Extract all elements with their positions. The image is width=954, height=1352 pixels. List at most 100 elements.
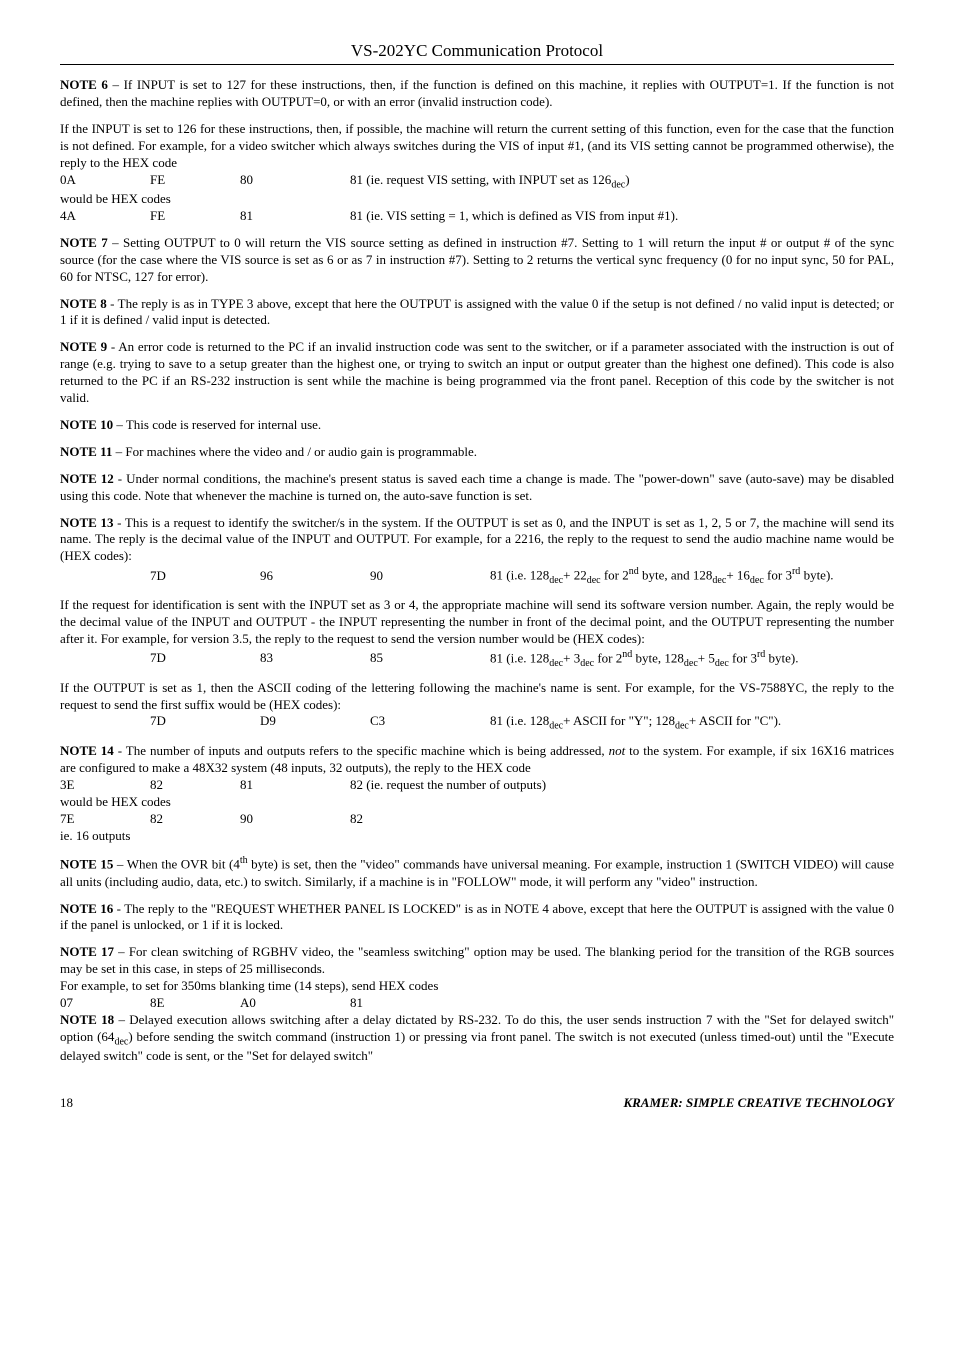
note-14-row2: 7E829082	[60, 811, 894, 828]
d2: + ASCII for "Y"; 128	[563, 713, 675, 728]
d4: byte, and 128	[639, 568, 713, 583]
d4: byte, 128	[632, 650, 684, 665]
c3: 80	[240, 172, 350, 189]
note-6-would: would be HEX codes	[60, 191, 894, 208]
c3: C3	[370, 713, 490, 730]
note-6-row2: 4AFE8181 (ie. VIS setting = 1, which is …	[60, 208, 894, 225]
c3: A0	[240, 995, 350, 1012]
footer: 18 KRAMER: SIMPLE CREATIVE TECHNOLOGY	[60, 1095, 894, 1112]
s3: nd	[629, 566, 639, 577]
d1: 81 (i.e. 128	[490, 713, 549, 728]
note-14-row1: 3E828182 (ie. request the number of outp…	[60, 777, 894, 794]
c3: 90	[240, 811, 350, 828]
note-12-text: - Under normal conditions, the machine's…	[60, 471, 894, 503]
c2: 8E	[150, 995, 240, 1012]
c3: 81	[240, 208, 350, 225]
note-10: NOTE 10 – This code is reserved for inte…	[60, 417, 894, 434]
note-12-label: NOTE 12	[60, 471, 114, 486]
note-6-row1: 0AFE8081 (ie. request VIS setting, with …	[60, 172, 894, 192]
note-14-text1: - The number of inputs and outputs refer…	[114, 743, 609, 758]
c1: 07	[60, 995, 150, 1012]
note-13-row3: 7DD9C381 (i.e. 128dec+ ASCII for "Y"; 12…	[60, 713, 894, 733]
note-17-text: – For clean switching of RGBHV video, th…	[60, 944, 894, 976]
s5: dec	[750, 575, 764, 586]
d3: for 2	[601, 568, 629, 583]
c2: 82	[150, 811, 240, 828]
note-13-p2: If the request for identification is sen…	[60, 597, 894, 648]
s5: dec	[715, 658, 729, 669]
d7: byte).	[800, 568, 833, 583]
s4: dec	[684, 658, 698, 669]
d5: + 5	[698, 650, 715, 665]
d1: 81 (i.e. 128	[490, 568, 549, 583]
note-8: NOTE 8 - The reply is as in TYPE 3 above…	[60, 296, 894, 330]
note-17-row: 078EA081	[60, 995, 894, 1012]
note-17: NOTE 17 – For clean switching of RGBHV v…	[60, 944, 894, 978]
c1: 4A	[60, 208, 150, 225]
note-17-label: NOTE 17	[60, 944, 114, 959]
note-18-t2: ) before sending the switch command (ins…	[60, 1029, 894, 1064]
s2: dec	[675, 721, 689, 732]
c4: 81 (ie. request VIS setting, with INPUT …	[350, 172, 611, 187]
note-14-ie: ie. 16 outputs	[60, 828, 894, 845]
c3: 81	[240, 777, 350, 794]
s2: dec	[587, 575, 601, 586]
note-7-label: NOTE 7	[60, 235, 108, 250]
c1: 7E	[60, 811, 150, 828]
note-6-p2: If the INPUT is set to 126 for these ins…	[60, 121, 894, 172]
c1: 3E	[60, 777, 150, 794]
d2: + 22	[563, 568, 587, 583]
note-14-would: would be HEX codes	[60, 794, 894, 811]
note-13-p3: If the OUTPUT is set as 1, then the ASCI…	[60, 680, 894, 714]
note-15-th: th	[240, 855, 248, 866]
header-rule	[60, 64, 894, 65]
c1: 0A	[60, 172, 150, 189]
c2: FE	[150, 172, 240, 189]
d3: + ASCII for "C").	[689, 713, 781, 728]
note-10-text: – This code is reserved for internal use…	[113, 417, 321, 432]
note-11: NOTE 11 – For machines where the video a…	[60, 444, 894, 461]
note-9-text: - An error code is returned to the PC if…	[60, 339, 894, 405]
d7: byte).	[765, 650, 798, 665]
d6: for 3	[764, 568, 792, 583]
c4e: )	[625, 172, 629, 187]
c1: 7D	[150, 568, 260, 585]
footer-brand: KRAMER: SIMPLE CREATIVE TECHNOLOGY	[623, 1095, 894, 1112]
note-14: NOTE 14 - The number of inputs and outpu…	[60, 743, 894, 777]
note-15-label: NOTE 15	[60, 857, 113, 872]
c2: D9	[260, 713, 370, 730]
note-13-row: 7D969081 (i.e. 128dec+ 22dec for 2nd byt…	[60, 565, 894, 587]
note-13: NOTE 13 - This is a request to identify …	[60, 515, 894, 566]
c2: 96	[260, 568, 370, 585]
d1: 81 (i.e. 128	[490, 650, 549, 665]
note-12: NOTE 12 - Under normal conditions, the m…	[60, 471, 894, 505]
note-15: NOTE 15 – When the OVR bit (4th byte) is…	[60, 854, 894, 890]
s4: dec	[712, 575, 726, 586]
d5: + 16	[726, 568, 750, 583]
note-13-row2: 7D838581 (i.e. 128dec+ 3dec for 2nd byte…	[60, 648, 894, 670]
c2: 83	[260, 650, 370, 667]
d3: for 2	[594, 650, 622, 665]
note-6: NOTE 6 – If INPUT is set to 127 for thes…	[60, 77, 894, 111]
note-17-p2: For example, to set for 350ms blanking t…	[60, 978, 894, 995]
note-11-label: NOTE 11	[60, 444, 112, 459]
c4: 81 (ie. VIS setting = 1, which is define…	[350, 208, 678, 223]
note-10-label: NOTE 10	[60, 417, 113, 432]
note-18-label: NOTE 18	[60, 1012, 114, 1027]
note-18: NOTE 18 – Delayed execution allows switc…	[60, 1012, 894, 1065]
c4: 82	[350, 811, 363, 826]
s1: dec	[549, 658, 563, 669]
note-16-text: - The reply to the "REQUEST WHETHER PANE…	[60, 901, 894, 933]
c2: 82	[150, 777, 240, 794]
note-15-t1: – When the OVR bit (4	[113, 857, 239, 872]
sub: dec	[611, 179, 625, 190]
note-11-text: – For machines where the video and / or …	[112, 444, 477, 459]
note-9: NOTE 9 - An error code is returned to th…	[60, 339, 894, 407]
c2: FE	[150, 208, 240, 225]
note-8-text: - The reply is as in TYPE 3 above, excep…	[60, 296, 894, 328]
note-7-text: – Setting OUTPUT to 0 will return the VI…	[60, 235, 894, 284]
note-9-label: NOTE 9	[60, 339, 107, 354]
d2: + 3	[563, 650, 580, 665]
note-18-dec: dec	[114, 1036, 128, 1047]
c3: 90	[370, 568, 490, 585]
